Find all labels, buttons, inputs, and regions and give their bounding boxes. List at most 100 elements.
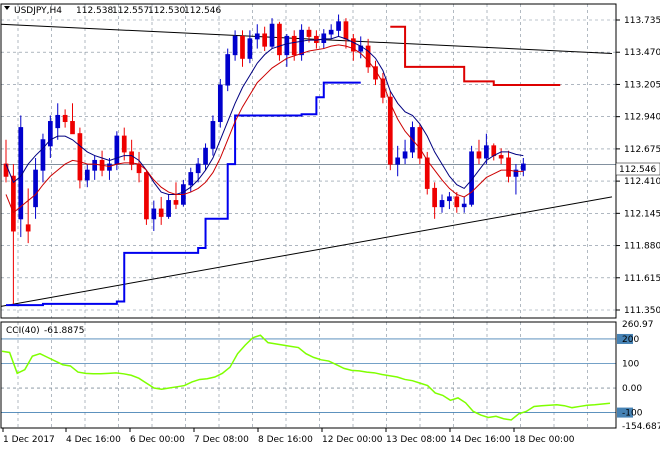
x-tick-label: 7 Dec 08:00 xyxy=(194,435,249,445)
candle-body xyxy=(387,96,393,165)
candle-body xyxy=(188,172,194,186)
y-tick-label: 111.615 xyxy=(624,274,660,284)
candle-body xyxy=(269,23,275,47)
y-tick-label: 112.940 xyxy=(624,113,660,123)
candle-body xyxy=(506,157,511,177)
main-plot-frame xyxy=(0,3,617,319)
candle-body xyxy=(284,35,290,56)
cci-grid xyxy=(1,322,633,428)
candle-body xyxy=(11,175,16,232)
candle-body xyxy=(247,38,253,59)
candle-body xyxy=(210,121,216,149)
candle-body xyxy=(424,157,430,189)
x-tick-label: 4 Dec 16:00 xyxy=(66,435,121,445)
candle-body xyxy=(484,145,489,159)
cci-level-tag xyxy=(617,407,633,418)
cci-label: CCI(40) xyxy=(6,326,40,336)
cci-tick-label: -100 xyxy=(622,409,643,419)
candle-body xyxy=(107,163,112,171)
candle-body xyxy=(461,203,467,208)
low-value: 112.530 xyxy=(148,6,185,16)
candle-body xyxy=(47,121,53,147)
y-tick-label: 111.880 xyxy=(624,242,660,252)
open-value: 112.538 xyxy=(76,6,113,16)
candle-body xyxy=(417,127,423,159)
candle-body xyxy=(3,163,9,177)
candle-body xyxy=(343,21,349,40)
candle-body xyxy=(173,200,179,205)
candle-body xyxy=(432,187,437,208)
trendline xyxy=(0,23,613,54)
cci-tick-label: 100 xyxy=(622,360,639,370)
candle-body xyxy=(166,200,171,217)
candle-body xyxy=(144,172,149,220)
cci-tick-label: 260.97 xyxy=(622,320,654,330)
candle-body xyxy=(262,33,268,47)
cci-tick-label: -154.6875 xyxy=(622,422,660,432)
candle-body xyxy=(114,135,120,165)
y-tick-label: 113.470 xyxy=(624,48,660,58)
candle-body xyxy=(151,208,157,220)
candle-body xyxy=(84,169,90,181)
candle-body xyxy=(92,159,98,171)
cci-plot-frame xyxy=(0,321,617,429)
cci-tick-label: 0.00 xyxy=(622,384,642,394)
candle-body xyxy=(454,196,460,208)
x-tick-label: 13 Dec 08:00 xyxy=(386,435,447,445)
moving-averages xyxy=(5,35,524,214)
y-tick-label: 112.410 xyxy=(624,177,660,187)
time-axis-labels: 1 Dec 2017 4 Dec 16:00 6 Dec 00:00 7 Dec 08… xyxy=(3,435,575,445)
candle-body xyxy=(33,169,38,208)
price-axis-labels: 113.735 113.470 113.205 112.940 112.675 112.4… xyxy=(622,16,660,432)
candle-body xyxy=(328,29,334,35)
y-tick-label: 112.145 xyxy=(624,209,660,219)
trendline xyxy=(0,196,613,307)
candle-body xyxy=(350,38,356,52)
y-tick-label: 112.675 xyxy=(624,145,660,155)
candle-body xyxy=(291,35,297,56)
ma-fast-line xyxy=(5,35,524,195)
cci-level-tag xyxy=(617,333,633,344)
candle-body xyxy=(240,35,245,59)
candle-body xyxy=(513,169,519,177)
candle-body xyxy=(447,196,452,202)
candle-body xyxy=(395,157,401,165)
candle-body xyxy=(306,29,312,37)
ma-slow-line xyxy=(5,44,524,214)
trailing-stops xyxy=(6,25,561,307)
candle-body xyxy=(277,23,282,56)
y-tick-label: 113.205 xyxy=(624,80,660,90)
x-tick-label: 6 Dec 00:00 xyxy=(130,435,185,445)
candle-body xyxy=(336,21,341,31)
candle-body xyxy=(121,135,127,153)
candle-body xyxy=(195,163,201,174)
x-tick-label: 14 Dec 16:00 xyxy=(450,435,511,445)
candlesticks xyxy=(3,14,526,304)
close-value: 112.546 xyxy=(184,6,221,16)
candle-body xyxy=(55,114,61,129)
cci-value: -61.8875 xyxy=(44,326,84,336)
candle-body xyxy=(225,54,231,86)
cci-tick-label: 200 xyxy=(622,335,639,345)
candle-body xyxy=(402,151,408,159)
candle-body xyxy=(158,208,164,217)
candle-body xyxy=(365,45,371,68)
candle-body xyxy=(70,121,75,135)
candle-body xyxy=(77,133,83,181)
high-value: 112.557 xyxy=(112,6,149,16)
cci-series-line xyxy=(1,334,611,421)
y-tick-label: 113.735 xyxy=(624,16,660,26)
dropdown-triangle-icon[interactable] xyxy=(4,6,10,10)
axes xyxy=(0,3,620,432)
candle-body xyxy=(321,33,327,43)
trailing-stop-up xyxy=(6,81,361,307)
candle-body xyxy=(62,114,68,123)
current-price-marker xyxy=(615,162,660,176)
candle-body xyxy=(25,224,31,232)
x-tick-label: 18 Dec 00:00 xyxy=(514,435,575,445)
candle-body xyxy=(129,151,134,165)
candle-body xyxy=(254,33,260,40)
x-tick-label: 8 Dec 16:00 xyxy=(258,435,313,445)
